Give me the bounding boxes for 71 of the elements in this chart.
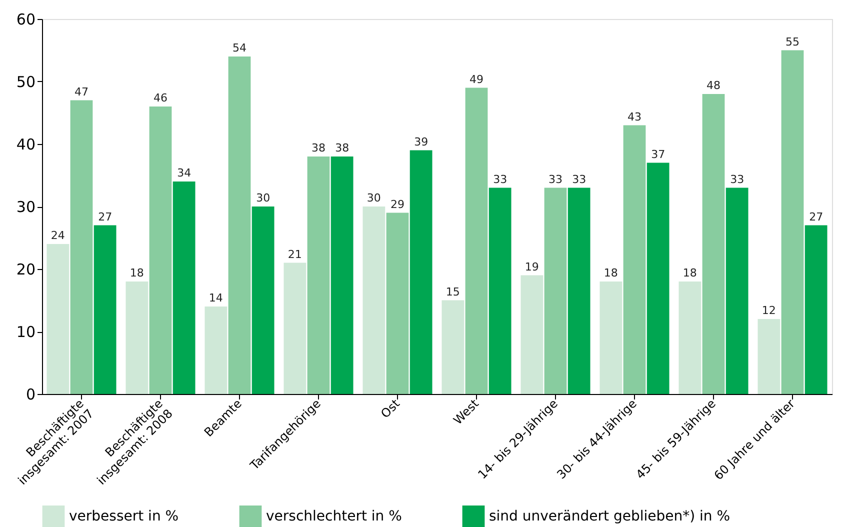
bar <box>46 244 70 394</box>
bar <box>126 282 148 394</box>
bar <box>307 156 330 394</box>
data-label: 33 <box>548 172 562 186</box>
bar <box>70 100 93 394</box>
y-tick-label: 40 <box>16 136 36 154</box>
legend-label: verschlechtert in % <box>266 508 402 525</box>
data-label: 47 <box>74 85 88 98</box>
bar <box>804 225 828 394</box>
data-label: 34 <box>177 166 192 180</box>
data-label: 27 <box>98 210 112 224</box>
data-label: 33 <box>572 172 586 186</box>
data-label: 29 <box>390 198 404 211</box>
bar <box>726 188 748 394</box>
data-label: 38 <box>312 142 326 154</box>
data-label: 43 <box>628 110 642 124</box>
bar <box>410 150 432 394</box>
y-tick-label: 30 <box>16 198 36 216</box>
data-label: 12 <box>762 304 776 317</box>
bar <box>623 125 646 394</box>
data-label: 24 <box>50 229 65 242</box>
y-tick-label: 20 <box>16 260 36 278</box>
data-label: 18 <box>604 266 618 280</box>
y-tick-label: 0 <box>26 386 36 404</box>
data-label: 14 <box>208 292 223 304</box>
bar <box>204 306 228 394</box>
data-label: 27 <box>809 210 824 224</box>
data-label: 48 <box>706 79 720 92</box>
data-label: 30 <box>256 192 270 204</box>
bar <box>488 188 512 394</box>
data-label: 49 <box>470 72 484 86</box>
data-label: 46 <box>154 92 168 104</box>
y-tick-label: 50 <box>16 73 36 91</box>
bar <box>600 282 622 394</box>
data-label: 55 <box>786 35 800 48</box>
data-label: 38 <box>335 142 350 154</box>
bar <box>646 162 670 394</box>
bar <box>94 225 116 394</box>
data-label: 33 <box>730 172 744 186</box>
bar <box>520 275 544 394</box>
legend-label: sind unverändert geblieben*) in % <box>489 508 730 525</box>
data-label: 18 <box>682 266 697 280</box>
data-label: 54 <box>232 42 246 54</box>
data-label: 19 <box>524 260 539 274</box>
bar <box>702 94 725 394</box>
legend-label: verbessert in % <box>69 508 179 525</box>
bar <box>386 212 409 394</box>
bar <box>442 300 464 394</box>
bar <box>284 262 306 394</box>
bar <box>362 206 386 394</box>
bar <box>465 88 488 394</box>
bar <box>544 188 567 394</box>
bar <box>228 56 251 394</box>
data-label: 33 <box>493 172 508 186</box>
y-tick-label: 10 <box>16 323 36 341</box>
data-label: 15 <box>446 285 460 298</box>
data-label: 21 <box>288 248 302 261</box>
data-label: 37 <box>651 148 666 161</box>
data-label: 18 <box>130 266 144 280</box>
bar <box>568 188 590 394</box>
bar <box>252 206 274 394</box>
bar <box>678 282 702 394</box>
bar <box>172 182 196 394</box>
x-tick-label: Ost <box>378 396 403 421</box>
data-label: 30 <box>366 192 381 204</box>
y-tick-label: 60 <box>16 10 36 28</box>
bar <box>149 106 172 394</box>
bar <box>781 50 804 394</box>
data-label: 39 <box>414 135 428 148</box>
bar <box>758 319 780 394</box>
bar <box>330 156 354 394</box>
